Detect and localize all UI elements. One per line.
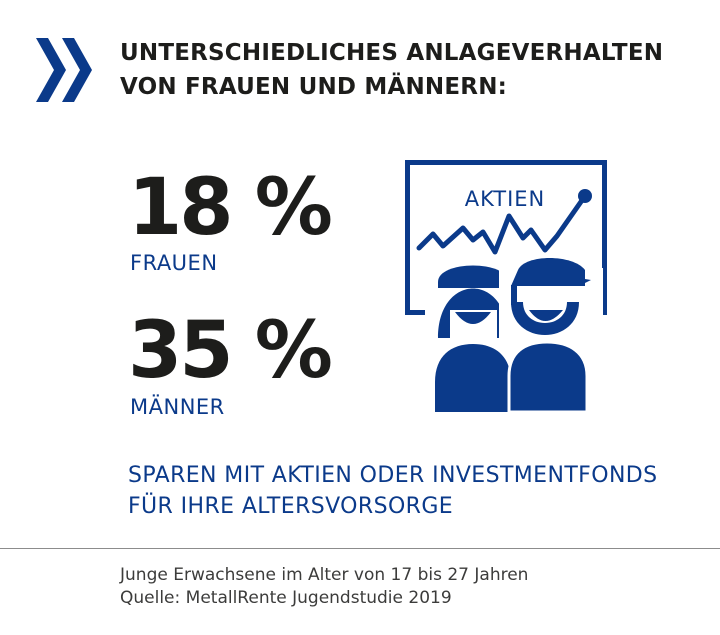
footnote-source: Quelle: MetallRente Jugendstudie 2019 [120, 588, 452, 608]
headline-line-1: UNTERSCHIEDLICHES ANLAGEVERHALTEN [120, 40, 664, 66]
stocks-illustration: AKTIEN [405, 160, 607, 412]
woman-icon [425, 265, 525, 412]
headline-line-2: VON FRAUEN UND MÄNNERN: [120, 74, 508, 100]
footnote-sample: Junge Erwachsene im Alter von 17 bis 27 … [120, 565, 529, 585]
double-chevron-right-icon [36, 38, 92, 102]
women-label: FRAUEN [130, 251, 218, 275]
caption-line-1: SPAREN MIT AKTIEN ODER INVESTMENTFONDS [128, 463, 658, 488]
women-percentage: 18 % [128, 163, 333, 253]
men-percentage: 35 % [128, 306, 333, 396]
caption: SPAREN MIT AKTIEN ODER INVESTMENTFONDS F… [128, 460, 658, 522]
headline: UNTERSCHIEDLICHES ANLAGEVERHALTEN VON FR… [120, 36, 663, 104]
men-label: MÄNNER [130, 395, 225, 419]
man-icon [499, 258, 603, 412]
divider [0, 548, 720, 549]
caption-line-2: FÜR IHRE ALTERSVORSORGE [128, 494, 454, 519]
board-label: AKTIEN [465, 187, 546, 211]
footnote: Junge Erwachsene im Alter von 17 bis 27 … [120, 564, 528, 610]
